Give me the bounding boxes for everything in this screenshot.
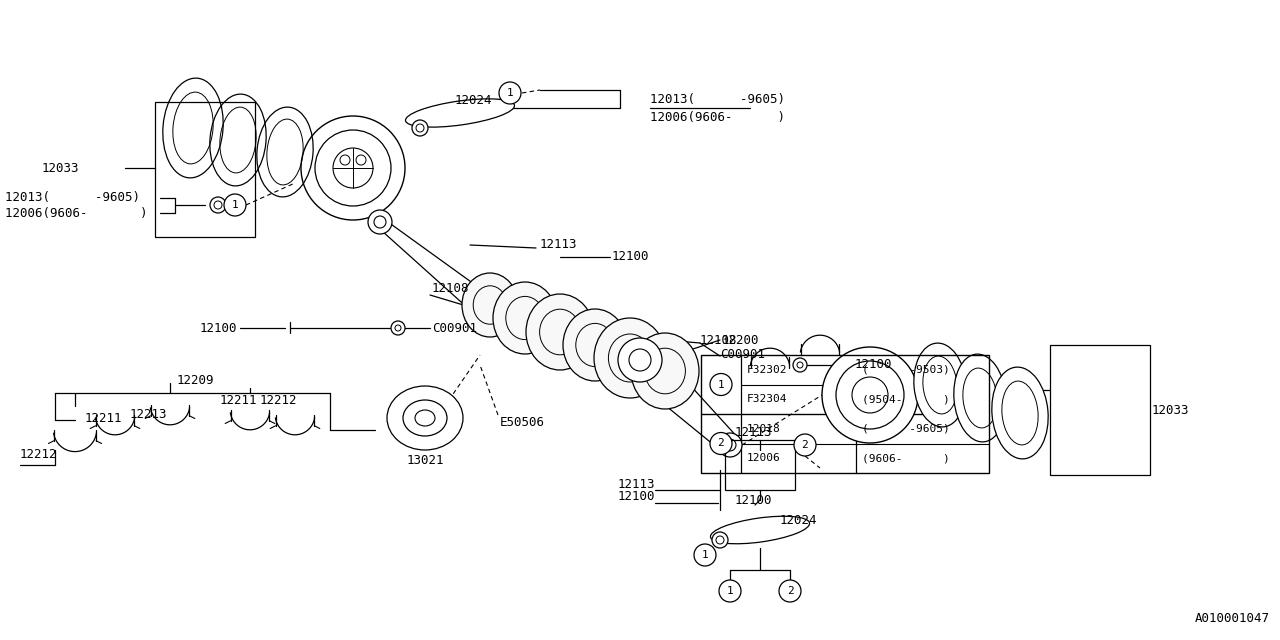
Circle shape (390, 321, 404, 335)
Ellipse shape (954, 354, 1006, 442)
Ellipse shape (631, 333, 699, 409)
Bar (155, 102, 255, 237)
Text: E50506: E50506 (500, 415, 545, 429)
Circle shape (468, 288, 512, 332)
Text: 12100: 12100 (617, 490, 655, 504)
Text: 13021: 13021 (407, 454, 444, 467)
Text: (9504-      ): (9504- ) (861, 394, 950, 404)
Circle shape (694, 544, 716, 566)
Ellipse shape (594, 318, 666, 398)
Text: 12100: 12100 (855, 358, 892, 371)
Text: 12033: 12033 (1152, 403, 1189, 417)
Text: F32302: F32302 (748, 365, 787, 375)
Text: 12013(      -9605): 12013( -9605) (650, 93, 785, 106)
Circle shape (712, 532, 728, 548)
Text: 1: 1 (232, 200, 238, 210)
Text: (9606-      ): (9606- ) (861, 453, 950, 463)
Text: C00901: C00901 (719, 349, 765, 362)
Ellipse shape (710, 516, 809, 544)
Ellipse shape (992, 367, 1048, 459)
Text: 2: 2 (718, 438, 724, 449)
Circle shape (822, 347, 918, 443)
Text: 12100: 12100 (200, 321, 238, 335)
Text: C00901: C00901 (433, 321, 477, 335)
Text: F32304: F32304 (748, 394, 787, 404)
Text: 12113: 12113 (540, 239, 577, 252)
Text: 1: 1 (718, 380, 724, 390)
Circle shape (210, 197, 227, 213)
Text: 12211: 12211 (220, 394, 257, 406)
Ellipse shape (914, 343, 966, 427)
Text: 12113: 12113 (617, 477, 655, 490)
Circle shape (412, 120, 428, 136)
Text: 2: 2 (801, 440, 809, 450)
Text: 12018: 12018 (748, 424, 781, 434)
Text: 1: 1 (507, 88, 513, 98)
Text: 12200: 12200 (722, 333, 759, 346)
Ellipse shape (493, 282, 557, 354)
Text: 12211: 12211 (84, 412, 123, 424)
Ellipse shape (526, 294, 594, 370)
Text: (      -9605): ( -9605) (861, 424, 950, 434)
Polygon shape (622, 350, 740, 450)
Circle shape (710, 433, 732, 454)
Text: (      -9503): ( -9503) (861, 365, 950, 375)
Circle shape (794, 434, 817, 456)
Text: 12212: 12212 (20, 449, 58, 461)
Circle shape (618, 338, 662, 382)
Circle shape (719, 580, 741, 602)
Ellipse shape (462, 273, 518, 337)
Text: 12006(9606-       ): 12006(9606- ) (5, 207, 147, 220)
Text: 12100: 12100 (735, 493, 773, 506)
Text: 2: 2 (787, 586, 794, 596)
Text: 12006: 12006 (748, 453, 781, 463)
Text: 12033: 12033 (42, 161, 79, 175)
Bar (1050, 345, 1149, 475)
Circle shape (499, 82, 521, 104)
Ellipse shape (387, 386, 463, 450)
Text: 1: 1 (701, 550, 708, 560)
Text: 12024: 12024 (454, 93, 493, 106)
Circle shape (369, 210, 392, 234)
Ellipse shape (406, 99, 515, 127)
Text: 12108: 12108 (433, 282, 470, 296)
Circle shape (794, 358, 806, 372)
Bar (724, 440, 795, 490)
Text: 12108: 12108 (700, 333, 737, 346)
Circle shape (780, 580, 801, 602)
Polygon shape (372, 222, 509, 310)
Text: 12013(      -9605): 12013( -9605) (5, 191, 140, 205)
Text: 12113: 12113 (735, 426, 773, 438)
Text: 12212: 12212 (260, 394, 297, 406)
Circle shape (224, 194, 246, 216)
Text: 12213: 12213 (131, 408, 168, 422)
Bar (701, 355, 989, 473)
Ellipse shape (563, 309, 627, 381)
Circle shape (718, 433, 742, 457)
Text: 12100: 12100 (612, 250, 649, 264)
Text: 12006(9606-      ): 12006(9606- ) (650, 111, 785, 125)
Text: A010001047: A010001047 (1196, 612, 1270, 625)
Text: 12024: 12024 (780, 513, 818, 527)
Text: 12209: 12209 (177, 374, 214, 387)
Text: 1: 1 (727, 586, 733, 596)
Circle shape (710, 374, 732, 396)
